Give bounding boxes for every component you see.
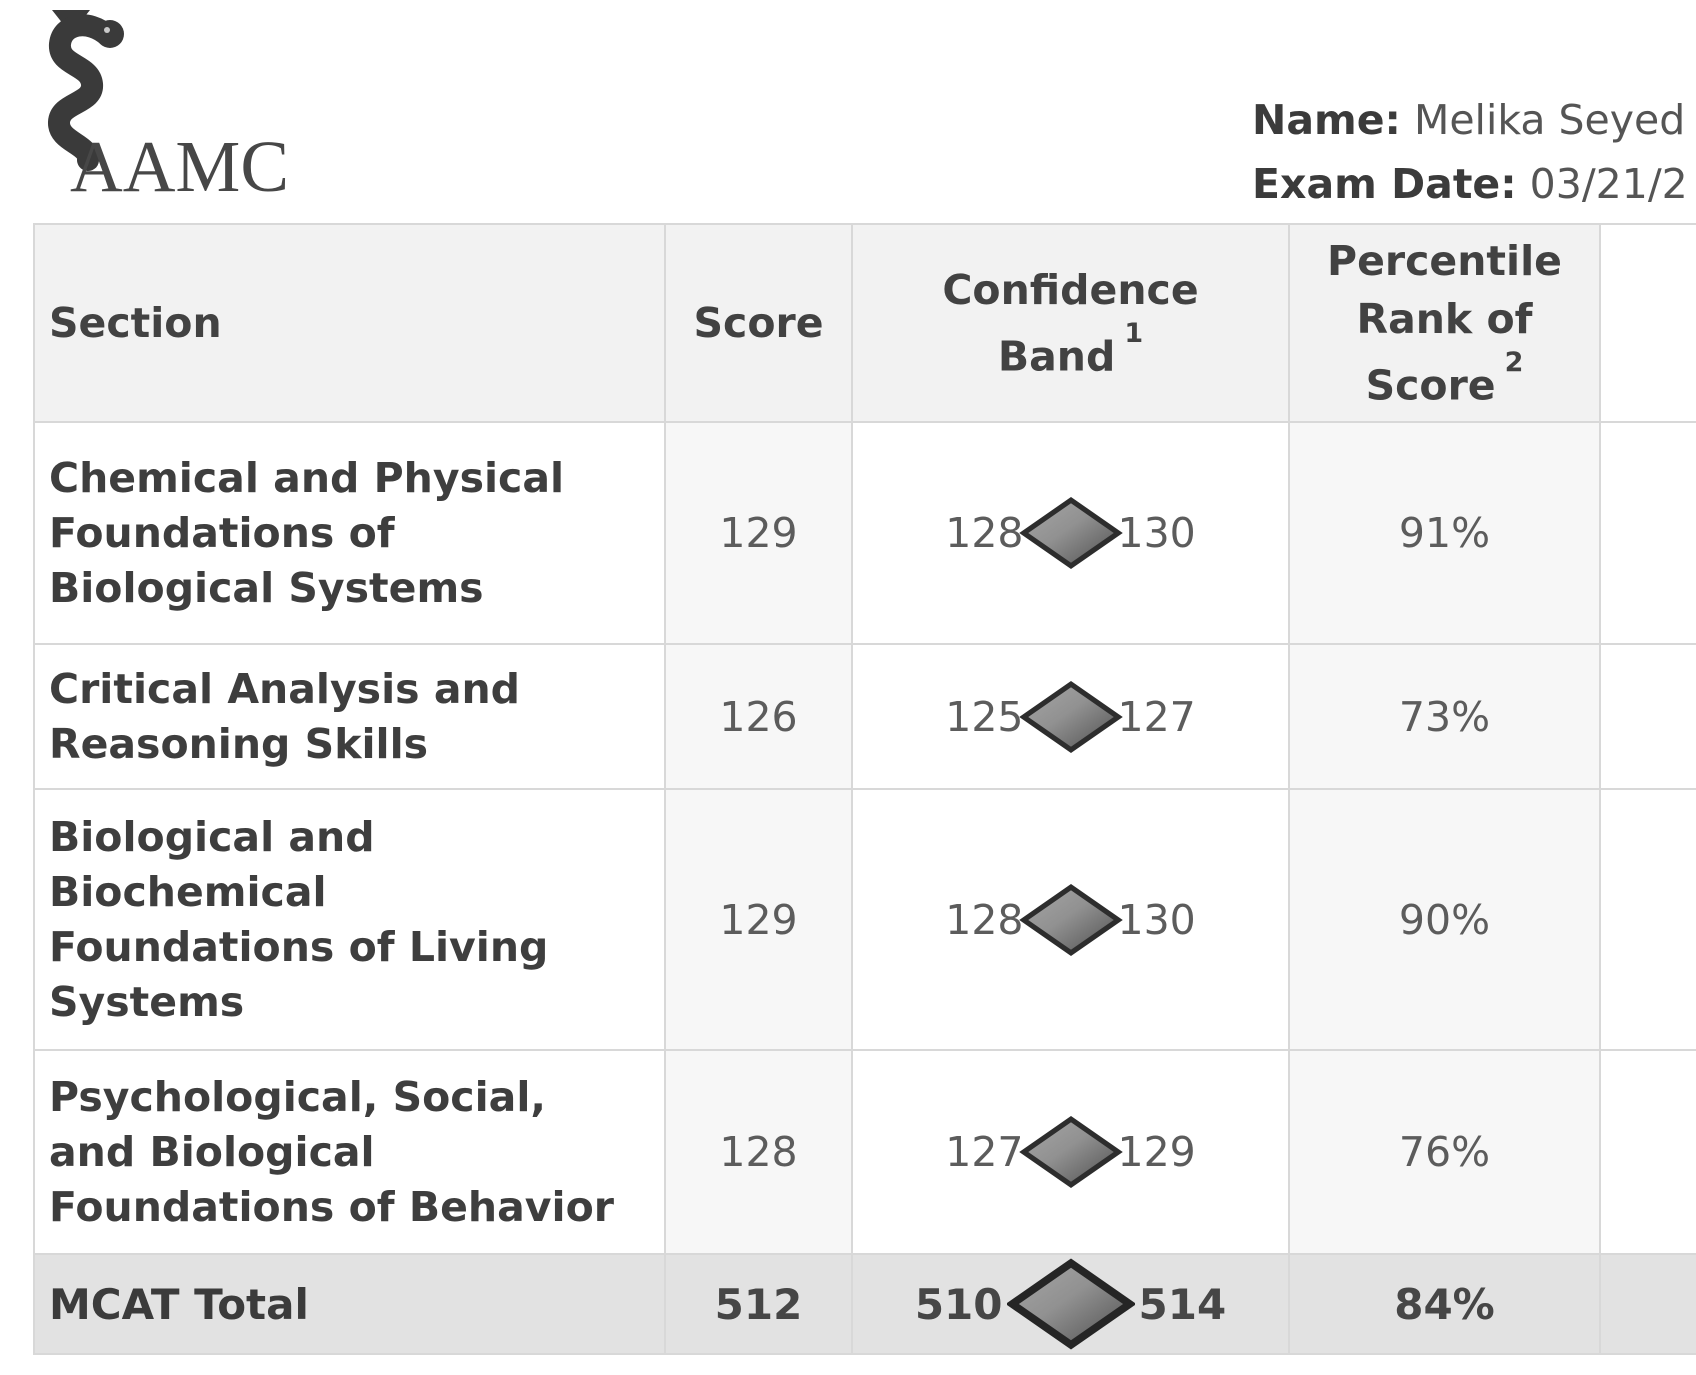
confidence-band-footnote-marker: 1	[1124, 317, 1144, 349]
band-high: 130	[1117, 895, 1196, 944]
confidence-band-diamond-icon	[1018, 883, 1123, 956]
score-table: Section Score Confidence Band 1 Percentil…	[33, 223, 1696, 1355]
confidence-band-cell: 125 127	[851, 643, 1290, 790]
extra-column-header	[1599, 223, 1696, 423]
percentile-header-text: Percentile Rank of Score	[1327, 236, 1562, 410]
serpent-head	[96, 20, 124, 48]
serpent-body	[48, 14, 119, 171]
aamc-serpent-icon	[48, 10, 124, 171]
band-low: 127	[945, 1128, 1024, 1176]
score-cell: 126	[664, 643, 853, 790]
confidence-band-diamond-icon	[1006, 1258, 1135, 1350]
band-high: 127	[1117, 692, 1196, 741]
aamc-logo: AAMC	[36, 4, 336, 214]
table-row-mcat-total: MCAT Total 512 510 514 84%	[33, 1253, 1696, 1355]
band-low: 128	[945, 895, 1024, 944]
percentile-cell: 73%	[1288, 643, 1601, 790]
exam-date-line: Exam Date: 03/21/2	[1252, 152, 1688, 216]
extra-cell	[1599, 1253, 1696, 1355]
total-score-cell: 512	[664, 1253, 853, 1355]
band-low: 128	[945, 509, 1024, 557]
total-confidence-band-cell: 510 514	[851, 1253, 1290, 1355]
aamc-logo-text: AAMC	[70, 126, 290, 207]
serpent-eye	[104, 27, 110, 33]
score-cell: 129	[664, 788, 853, 1051]
extra-cell	[1599, 1049, 1696, 1255]
confidence-band-diamond-icon	[1018, 496, 1123, 570]
section-name-cell: Critical Analysis and Reasoning Skills	[33, 643, 666, 790]
table-row-cars: Critical Analysis and Reasoning Skills 1…	[33, 643, 1696, 790]
table-header-row: Section Score Confidence Band 1 Percentil…	[33, 223, 1696, 423]
band-high: 129	[1117, 1128, 1196, 1176]
section-name-cell: Psychological, Social, and Biological Fo…	[33, 1049, 666, 1255]
table-row-chem-phys: Chemical and Physical Foundations of Bio…	[33, 421, 1696, 645]
confidence-band-diamond-icon	[1018, 1115, 1123, 1189]
name-label: Name:	[1252, 96, 1401, 144]
confidence-band-cell: 128 130	[851, 421, 1290, 645]
name-value: Melika Seyed	[1413, 96, 1686, 144]
section-name-cell: Chemical and Physical Foundations of Bio…	[33, 421, 666, 645]
extra-cell	[1599, 643, 1696, 790]
confidence-band-column-header: Confidence Band 1	[851, 223, 1290, 423]
confidence-band-cell: 127 129	[851, 1049, 1290, 1255]
extra-cell	[1599, 421, 1696, 645]
section-name-cell: Biological and Biochemical Foundations o…	[33, 788, 666, 1051]
percentile-cell: 91%	[1288, 421, 1601, 645]
exam-date-label: Exam Date:	[1252, 160, 1517, 208]
examinee-name-line: Name: Melika Seyed	[1252, 88, 1688, 152]
percentile-cell: 76%	[1288, 1049, 1601, 1255]
total-label-cell: MCAT Total	[33, 1253, 666, 1355]
percentile-footnote-marker: 2	[1504, 346, 1524, 378]
band-low: 510	[914, 1279, 1003, 1329]
table-row-bio-biochem: Biological and Biochemical Foundations o…	[33, 788, 1696, 1051]
examinee-info: Name: Melika Seyed Exam Date: 03/21/2	[1252, 88, 1688, 216]
total-percentile-cell: 84%	[1288, 1253, 1601, 1355]
exam-date-value: 03/21/2	[1529, 160, 1688, 208]
score-cell: 129	[664, 421, 853, 645]
band-low: 125	[945, 692, 1024, 741]
percentile-cell: 90%	[1288, 788, 1601, 1051]
confidence-band-diamond-icon	[1018, 680, 1123, 753]
table-row-psych-soc: Psychological, Social, and Biological Fo…	[33, 1049, 1696, 1255]
confidence-band-cell: 128 130	[851, 788, 1290, 1051]
score-column-header: Score	[664, 223, 853, 423]
extra-cell	[1599, 788, 1696, 1051]
confidence-band-header-text: Confidence Band	[942, 265, 1199, 381]
score-cell: 128	[664, 1049, 853, 1255]
band-high: 130	[1117, 509, 1196, 557]
section-column-header: Section	[33, 223, 666, 423]
percentile-column-header: Percentile Rank of Score 2	[1288, 223, 1601, 423]
band-high: 514	[1138, 1279, 1227, 1329]
